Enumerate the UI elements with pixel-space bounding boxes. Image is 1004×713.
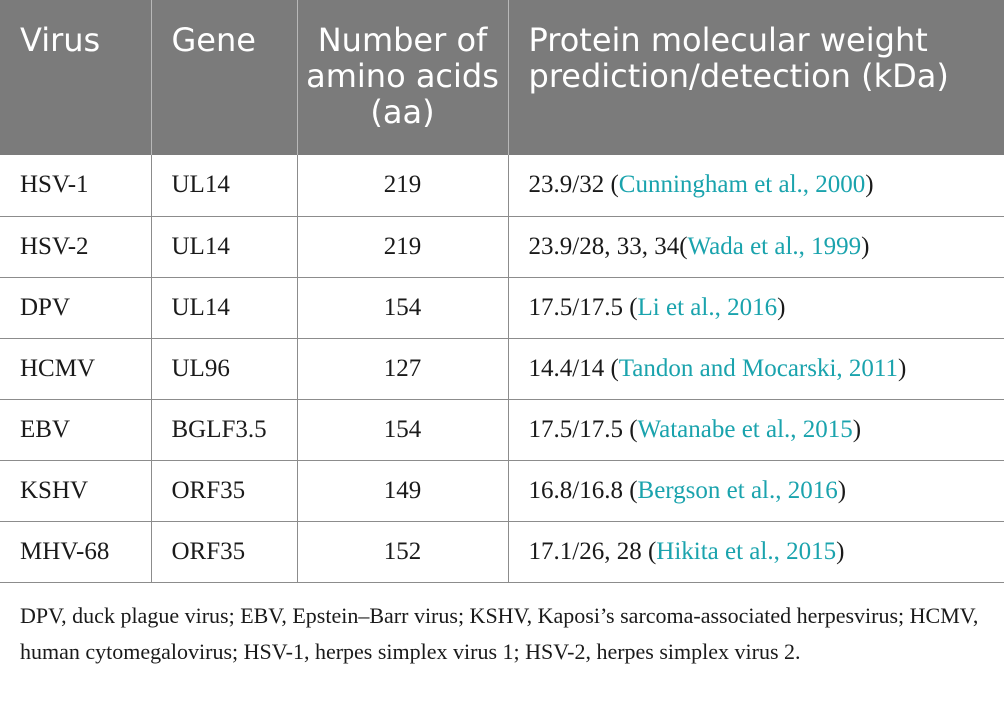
- mw-value: 23.9/32 (: [528, 171, 619, 199]
- citation-link[interactable]: Wada et al., 1999: [687, 232, 862, 260]
- cell-gene: UL14: [150, 155, 297, 216]
- table-row: MHV-68 ORF35 152 17.1/26, 28 (Hikita et …: [0, 521, 1004, 582]
- cell-molecular-weight: 17.1/26, 28 (Hikita et al., 2015): [507, 521, 1004, 582]
- header-amino-acids: Number of amino acids (aa): [296, 0, 508, 155]
- mw-close: ): [852, 415, 862, 443]
- cell-amino-acids: 127: [296, 338, 508, 399]
- mw-close: ): [898, 354, 907, 382]
- cell-virus: EBV: [20, 415, 70, 443]
- table-row: HSV-1 UL14 219 23.9/32 (Cunningham et al…: [0, 155, 1004, 216]
- table-body: HSV-1 UL14 219 23.9/32 (Cunningham et al…: [0, 155, 1004, 582]
- citation-link[interactable]: Tandon and Mocarski, 2011: [618, 354, 898, 382]
- table-row: EBV BGLF3.5 154 17.5/17.5 (Watanabe et a…: [0, 399, 1004, 460]
- mw-value: 17.5/17.5 (: [528, 415, 638, 443]
- cell-amino-acids: 149: [296, 460, 508, 521]
- mw-value: 16.8/16.8 (: [528, 476, 638, 504]
- cell-amino-acids: 219: [296, 155, 508, 216]
- header-virus: Virus: [20, 21, 101, 59]
- citation-link[interactable]: Li et al., 2016: [637, 293, 778, 321]
- cell-gene: UL96: [150, 338, 297, 399]
- cell-gene: BGLF3.5: [150, 399, 297, 460]
- table-header: Virus Gene Number of amino acids (aa) Pr…: [0, 0, 1004, 155]
- mw-close: ): [861, 232, 870, 260]
- header-molecular-weight: Protein molecular weight prediction/dete…: [507, 0, 1004, 155]
- table-row: DPV UL14 154 17.5/17.5 (Li et al., 2016): [0, 277, 1004, 338]
- cell-amino-acids: 152: [296, 521, 508, 582]
- mw-close: ): [777, 293, 786, 321]
- cell-amino-acids: 154: [296, 277, 508, 338]
- citation-link[interactable]: Bergson et al., 2016: [637, 476, 838, 504]
- cell-molecular-weight: 17.5/17.5 (Li et al., 2016): [507, 277, 1004, 338]
- mw-close: ): [865, 171, 874, 199]
- cell-gene: UL14: [150, 216, 297, 277]
- cell-amino-acids: 219: [296, 216, 508, 277]
- virus-gene-table: Virus Gene Number of amino acids (aa) Pr…: [0, 0, 1004, 582]
- citation-link[interactable]: Watanabe et al., 2015: [637, 415, 853, 443]
- table-row: HCMV UL96 127 14.4/14 (Tandon and Mocars…: [0, 338, 1004, 399]
- cell-molecular-weight: 23.9/28, 33, 34(Wada et al., 1999): [507, 216, 1004, 277]
- cell-molecular-weight: 17.5/17.5 (Watanabe et al., 2015): [507, 399, 1004, 460]
- header-gene: Gene: [150, 0, 297, 155]
- cell-gene: UL14: [150, 277, 297, 338]
- mw-close: ): [836, 537, 845, 565]
- cell-virus: HSV-2: [20, 232, 89, 260]
- mw-close: ): [837, 476, 847, 504]
- cell-virus: MHV-68: [20, 537, 110, 565]
- table-row: KSHV ORF35 149 16.8/16.8 (Bergson et al.…: [0, 460, 1004, 521]
- cell-virus: HSV-1: [20, 171, 89, 199]
- table-footnote: DPV, duck plague virus; EBV, Epstein–Bar…: [20, 603, 979, 664]
- cell-virus: HCMV: [20, 354, 96, 382]
- mw-value: 17.5/17.5 (: [528, 293, 638, 321]
- cell-virus: DPV: [20, 293, 71, 321]
- mw-value: 23.9/28, 33, 34(: [528, 232, 688, 260]
- cell-gene: ORF35: [150, 521, 297, 582]
- table-row: HSV-2 UL14 219 23.9/28, 33, 34(Wada et a…: [0, 216, 1004, 277]
- cell-molecular-weight: 14.4/14 (Tandon and Mocarski, 2011): [507, 338, 1004, 399]
- cell-amino-acids: 154: [296, 399, 508, 460]
- mw-value: 17.1/26, 28 (: [528, 537, 657, 565]
- header-row: Virus Gene Number of amino acids (aa) Pr…: [0, 0, 1004, 155]
- mw-value: 14.4/14 (: [528, 354, 619, 382]
- cell-molecular-weight: 23.9/32 (Cunningham et al., 2000): [507, 155, 1004, 216]
- cell-gene: ORF35: [150, 460, 297, 521]
- citation-link[interactable]: Cunningham et al., 2000: [618, 171, 866, 199]
- citation-link[interactable]: Hikita et al., 2015: [656, 537, 837, 565]
- cell-molecular-weight: 16.8/16.8 (Bergson et al., 2016): [507, 460, 1004, 521]
- cell-virus: KSHV: [20, 476, 89, 504]
